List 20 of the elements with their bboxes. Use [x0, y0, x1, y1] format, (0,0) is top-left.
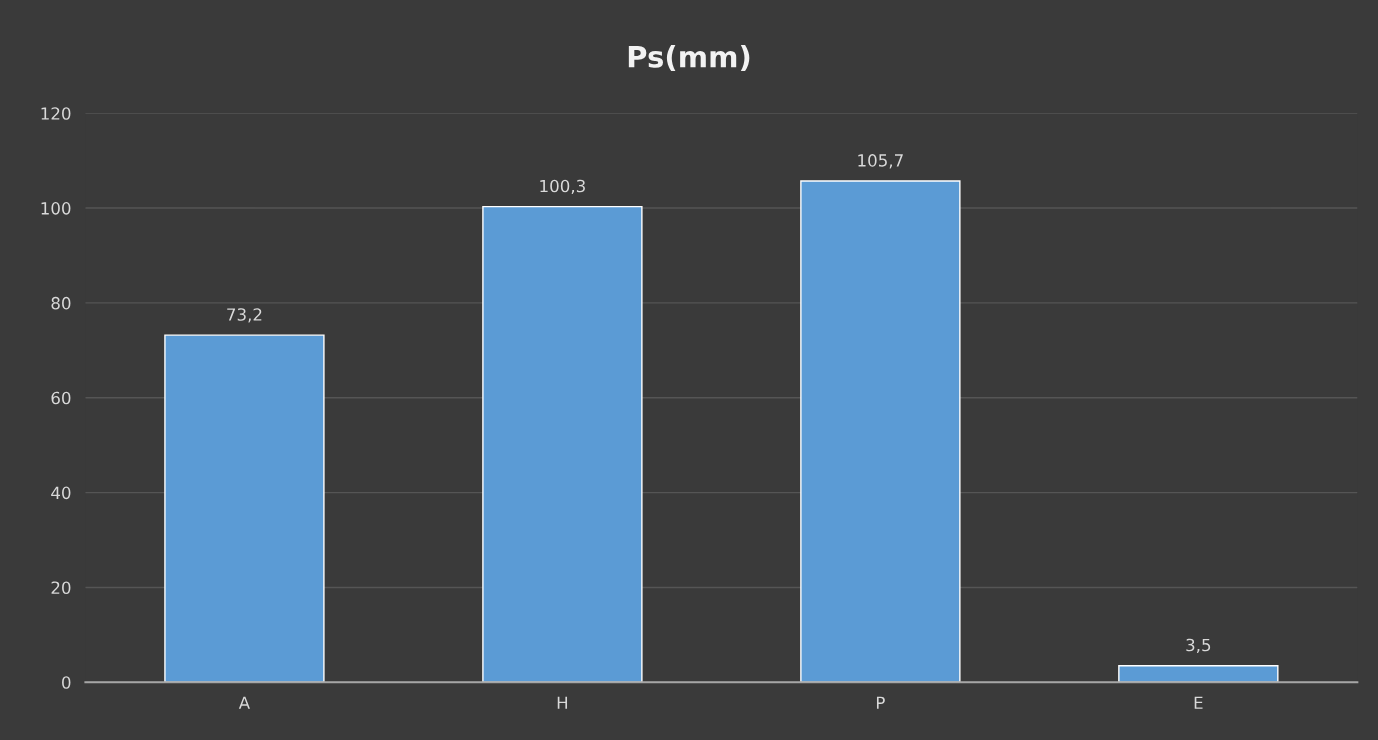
y-tick-label: 40	[51, 486, 71, 500]
y-tick-label: 20	[51, 581, 71, 595]
data-label: 73,2	[227, 308, 262, 323]
y-tick-label: 0	[62, 676, 71, 689]
y-tick-label: 80	[51, 296, 71, 310]
y-tick-label: 120	[41, 107, 71, 120]
bar	[1118, 664, 1279, 683]
x-tick-label: A	[238, 696, 250, 709]
x-tick-label: H	[557, 696, 568, 709]
y-tick-label: 100	[41, 202, 71, 215]
data-label: 100,3	[540, 179, 585, 194]
y-tick-label: 60	[51, 391, 71, 405]
bar	[800, 180, 961, 683]
x-tick-label: E	[1194, 696, 1203, 709]
chart-title: Ps(mm)	[628, 45, 750, 72]
bar	[482, 205, 643, 683]
x-tick-label: P	[876, 696, 885, 709]
data-label: 3,5	[1186, 638, 1211, 654]
bar	[164, 334, 325, 683]
data-label: 105,7	[858, 154, 903, 169]
